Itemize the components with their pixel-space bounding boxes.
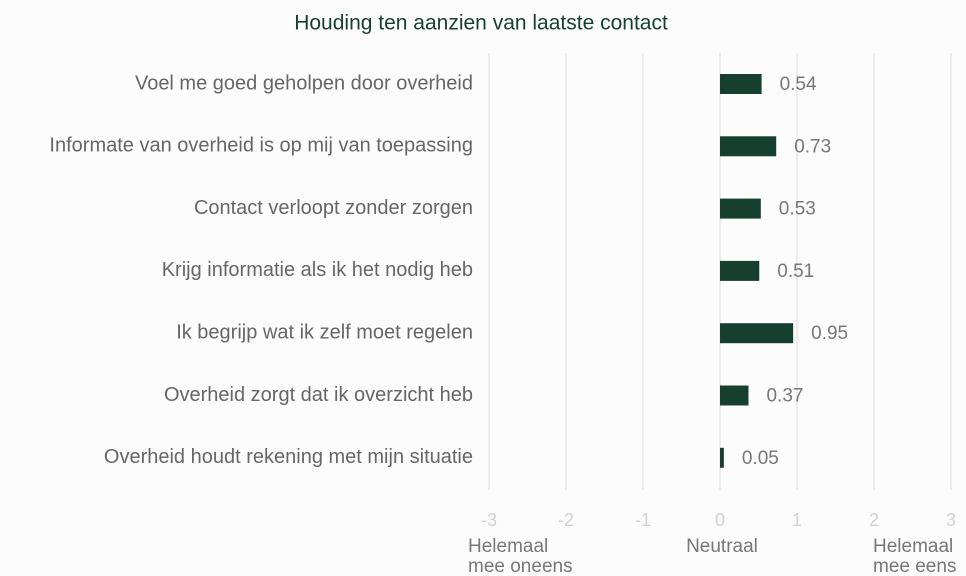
- bar: [720, 323, 794, 344]
- x-tick-label: 1: [792, 510, 802, 530]
- value-label: 0.37: [766, 386, 803, 407]
- value-label: 0.95: [811, 323, 848, 344]
- bar: [720, 198, 761, 219]
- category-label: Overheid houdt rekening met mijn situati…: [104, 446, 473, 468]
- category-label: Ik begrijp wat ik zelf moet regelen: [176, 321, 473, 343]
- category-label: Overheid zorgt dat ik overzicht heb: [164, 384, 473, 406]
- x-tick-label: -2: [558, 510, 574, 530]
- bar: [720, 260, 760, 281]
- x-tick-label: 2: [869, 510, 879, 530]
- x-tick-label: 3: [946, 510, 956, 530]
- value-label: 0.54: [780, 74, 817, 95]
- bar: [720, 136, 777, 157]
- axis-annotation: Neutraal: [686, 536, 758, 557]
- category-label: Informate van overheid is op mij van toe…: [49, 135, 473, 157]
- category-label: Voel me goed geholpen door overheid: [135, 72, 473, 94]
- chart-title: Houding ten aanzien van laatste contact: [294, 12, 668, 35]
- value-label: 0.05: [742, 448, 779, 469]
- x-tick-label: 0: [715, 510, 725, 530]
- value-label: 0.53: [779, 199, 816, 220]
- category-label: Krijg informatie als ik het nodig heb: [162, 259, 473, 281]
- axis-annotation: Helemaal: [468, 536, 548, 557]
- value-label: 0.51: [777, 261, 814, 282]
- x-tick-label: -1: [635, 510, 651, 530]
- bar: [720, 385, 749, 406]
- axis-annotation: mee eens: [873, 556, 956, 576]
- category-label: Contact verloopt zonder zorgen: [194, 197, 473, 219]
- x-tick-label: -3: [481, 510, 497, 530]
- value-label: 0.73: [794, 136, 831, 157]
- bar: [720, 447, 724, 468]
- axis-annotation: Helemaal: [873, 536, 953, 557]
- bar: [720, 74, 762, 94]
- axis-annotation: mee oneens: [468, 556, 573, 576]
